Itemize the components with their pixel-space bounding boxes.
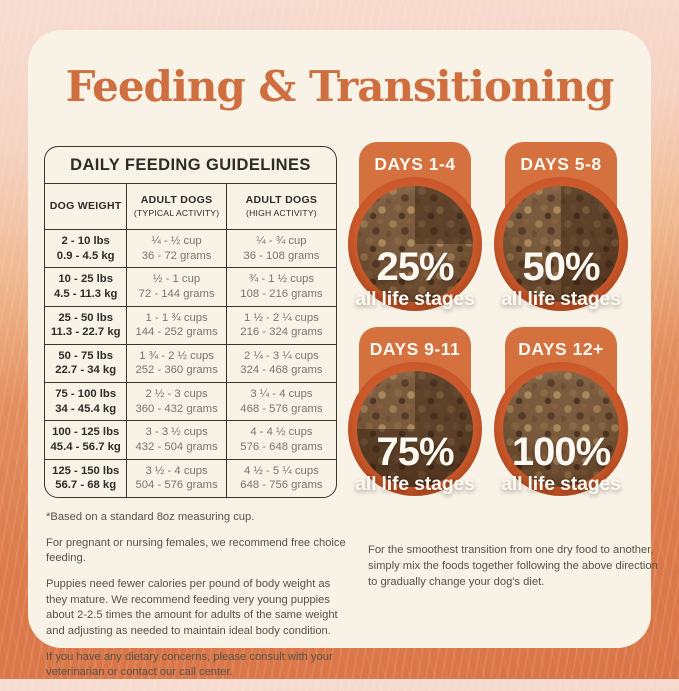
table-header-row: DOG WEIGHT ADULT DOGS (TYPICAL ACTIVITY)… bbox=[45, 184, 336, 230]
footnote-pregnant-nursing: For pregnant or nursing females, we reco… bbox=[46, 536, 346, 565]
table-row: 125 - 150 lbs 56.7 - 68 kg 3 ½ - 4 cups 50… bbox=[45, 459, 336, 497]
kibble-texture bbox=[357, 371, 473, 487]
transition-stage-days-9-11: DAYS 9-11 75% all life stages bbox=[342, 327, 488, 512]
transition-stage-days-1-4: DAYS 1-4 25% all life stages bbox=[342, 142, 488, 327]
mix-ratio-label: 25% all life stages bbox=[355, 245, 475, 310]
mix-ratio-shade bbox=[503, 186, 619, 302]
footnote-puppies: Puppies need fewer calories per pound of… bbox=[46, 578, 338, 638]
kibble-bowl-photo: 50% all life stages bbox=[494, 177, 628, 311]
mix-ratio-label: 100% all life stages bbox=[501, 430, 621, 495]
column-header-dog-weight: DOG WEIGHT bbox=[45, 184, 128, 229]
footnote-measuring-cup: *Based on a standard 8oz measuring cup. bbox=[46, 511, 255, 523]
kibble-texture bbox=[503, 186, 619, 302]
page-title: Feeding & Transitioning bbox=[65, 62, 615, 111]
footnote-dietary-concerns: If you have any dietary concerns, please… bbox=[46, 650, 333, 679]
table-row: 25 - 50 lbs 11.3 - 22.7 kg 1 - 1 ¾ cups 14… bbox=[45, 306, 336, 345]
transition-stage-days-5-8: DAYS 5-8 50% all life stages bbox=[488, 142, 634, 327]
days-label: DAYS 9-11 bbox=[369, 339, 461, 359]
column-header-high-activity: ADULT DOGS (HIGH ACTIVITY) bbox=[245, 193, 318, 219]
table-row: 10 - 25 lbs 4.5 - 11.3 kg ½ - 1 cup 72 - 1… bbox=[45, 268, 336, 307]
kibble-texture bbox=[357, 186, 473, 302]
table-row: 2 - 10 lbs 0.9 - 4.5 kg ¼ - ½ cup 36 - 72 … bbox=[45, 230, 336, 269]
table-row: 75 - 100 lbs 34 - 45.4 kg 2 ½ - 3 cups 360… bbox=[45, 383, 336, 422]
transition-instructions: For the smoothest transition from one dr… bbox=[368, 544, 658, 589]
feeding-footnotes: *Based on a standard 8oz measuring cup. … bbox=[46, 510, 350, 691]
kibble-bowl-photo: 75% all life stages bbox=[348, 362, 482, 496]
column-header-typical-activity: ADULT DOGS (TYPICAL ACTIVITY) bbox=[127, 184, 227, 229]
feeding-guidelines-table: DAILY FEEDING GUIDELINES DOG WEIGHT ADUL… bbox=[44, 146, 337, 498]
kibble-bowl-photo: 100% all life stages bbox=[494, 362, 628, 496]
days-label: DAYS 12+ bbox=[518, 339, 604, 359]
transition-stage-days-12-plus: DAYS 12+ 100% all life stages bbox=[488, 327, 634, 512]
mix-ratio-label: 75% all life stages bbox=[355, 430, 475, 495]
kibble-texture bbox=[503, 371, 619, 487]
table-title: DAILY FEEDING GUIDELINES bbox=[45, 147, 336, 184]
mix-ratio-shade bbox=[357, 371, 473, 487]
mix-ratio-label: 50% all life stages bbox=[501, 245, 621, 310]
mix-ratio-shade bbox=[357, 186, 473, 302]
transition-stage-grid: DAYS 1-4 25% all life stages DAYS 5-8 bbox=[342, 142, 634, 512]
days-label: DAYS 1-4 bbox=[374, 154, 456, 174]
table-body: 2 - 10 lbs 0.9 - 4.5 kg ¼ - ½ cup 36 - 72 … bbox=[45, 230, 336, 497]
table-row: 100 - 125 lbs 45.4 - 56.7 kg 3 - 3 ½ cups… bbox=[45, 421, 336, 460]
days-label: DAYS 5-8 bbox=[520, 154, 602, 174]
kibble-bowl-photo: 25% all life stages bbox=[348, 177, 482, 311]
info-card: Feeding & Transitioning DAILY FEEDING GU… bbox=[28, 30, 658, 678]
table-row: 50 - 75 lbs 22.7 - 34 kg 1 ¾ - 2 ½ cups 25… bbox=[45, 344, 336, 384]
